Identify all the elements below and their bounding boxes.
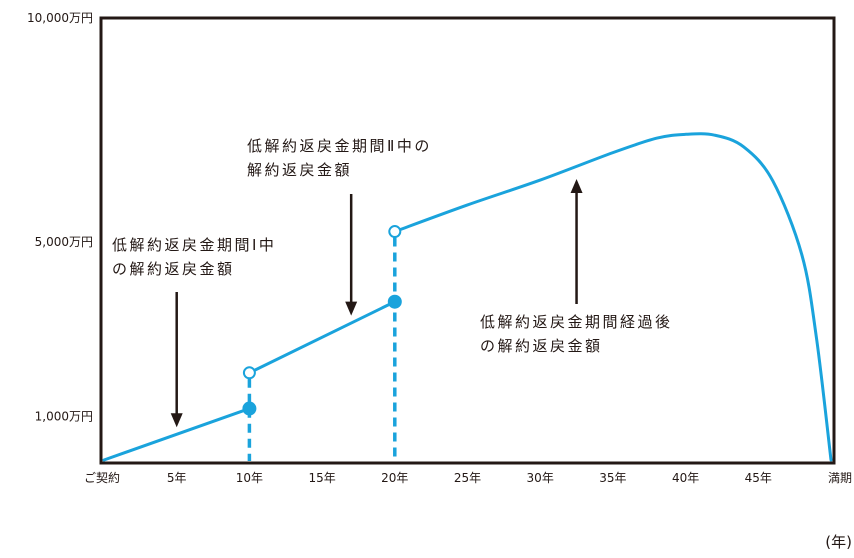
x-tick-label-3: 15年 [308,471,335,485]
annotation-1-line-0: 低解約返戻金期間Ⅱ中の [247,137,432,155]
series-segment-0 [102,407,251,462]
plot-frame [99,16,836,465]
series-segment-2 [393,132,833,462]
series-segment-1 [247,300,397,375]
y-tick-label-0: 1,000万円 [35,409,93,423]
annotations: 低解約返戻金期間Ⅰ中の解約返戻金額低解約返戻金期間Ⅱ中の解約返戻金額低解約返戻金… [112,137,673,428]
y-tick-label-1: 5,000万円 [35,235,93,249]
annotation-0-line-1: の解約返戻金額 [112,260,235,278]
series-markers [242,225,402,416]
x-tick-label-8: 40年 [672,471,699,485]
y-axis-tick-labels: 1,000万円 5,000万円 10,000万円 [27,11,93,423]
x-tick-label-7: 35年 [599,471,626,485]
annotation-arrow-head-2 [570,179,583,194]
open-marker-3 [388,225,402,239]
x-tick-label-4: 20年 [381,471,408,485]
dashed-drop-lines [247,237,397,461]
annotation-1-line-1: 解約返戻金額 [247,161,352,179]
open-marker-1 [242,366,256,380]
x-unit-label: (年) [825,533,852,551]
x-tick-label-0: ご契約 [84,470,120,485]
series-lines [102,132,833,462]
x-tick-label-5: 25年 [454,471,481,485]
annotation-2-line-0: 低解約返戻金期間経過後 [480,313,673,331]
filled-marker-0 [242,401,257,416]
filled-marker-2 [387,294,402,309]
x-axis-tick-labels: ご契約 5年 10年 15年 20年 25年 30年 35年 40年 45年 満期 [84,470,852,485]
annotation-arrow-head-0 [170,413,183,428]
annotation-0-line-0: 低解約返戻金期間Ⅰ中 [112,236,276,254]
annotation-arrow-head-1 [345,301,358,316]
y-tick-label-2: 10,000万円 [27,11,93,25]
x-tick-label-2: 10年 [236,471,263,485]
x-tick-label-9: 45年 [745,471,772,485]
x-tick-label-10: 満期 [828,471,852,485]
x-tick-label-1: 5年 [167,471,187,485]
x-tick-label-6: 30年 [527,471,554,485]
annotation-2-line-1: の解約返戻金額 [480,337,603,355]
